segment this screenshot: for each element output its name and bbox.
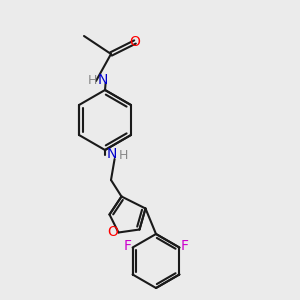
Text: H: H <box>88 74 97 88</box>
Text: F: F <box>181 239 189 253</box>
Text: H: H <box>119 149 128 163</box>
Text: N: N <box>98 73 108 86</box>
Text: F: F <box>123 239 131 253</box>
Text: O: O <box>108 226 118 239</box>
Text: N: N <box>106 148 117 161</box>
Text: O: O <box>130 35 140 49</box>
